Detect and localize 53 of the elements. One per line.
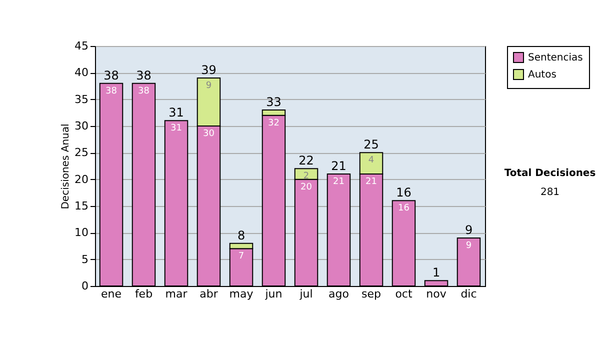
x-tick-label: sep [362,288,382,300]
y-tick-label: 5 [82,252,88,266]
data-label: 30 [203,129,215,139]
text: Total Decisiones [503,168,597,179]
total-label: 33 [266,95,282,109]
legend-label: Sentencias [528,52,583,64]
total-label: 25 [364,138,379,152]
y-tick-label: 10 [74,226,88,240]
y-tick-label: 45 [74,40,88,52]
y-tick-label: 0 [82,280,88,292]
data-label: 21 [366,177,377,187]
x-tick-label: mar [165,288,188,300]
x-tick-label: jun [264,288,282,300]
total-label: 8 [237,228,246,242]
data-label: 16 [398,204,410,214]
total-label: 39 [201,63,216,77]
data-label: 9 [466,241,472,251]
data-label: 7 [238,252,244,262]
x-tick-label: feb [134,288,153,300]
total-label: 22 [298,154,314,168]
x-tick-label: oct [395,288,413,300]
total-label: 38 [136,68,152,82]
y-axis-title: Decisiones Anual [60,124,72,210]
data-label: 38 [106,86,118,96]
x-tick-label: nov [426,288,447,300]
x-tick-label: abr [200,288,218,300]
data-label: 32 [268,118,280,128]
y-tick-label: 30 [74,120,88,132]
x-tick-label: ago [328,288,350,300]
x-tick-label: may [229,288,254,300]
total-label: 31 [168,106,184,120]
data-label: 2 [303,172,310,182]
data-label: 38 [138,86,150,96]
total-label: 1 [432,266,440,280]
data-label: 31 [170,124,182,134]
total-label: 21 [331,159,346,173]
legend-label: Autos [528,70,556,80]
total-label: 16 [396,186,412,200]
y-tick-label: 25 [74,146,88,160]
y-tick-label: 20 [74,172,88,186]
y-tick-label: 40 [74,66,88,80]
data-label: 20 [300,182,312,192]
y-tick-label: 35 [74,92,88,106]
x-tick-label: ene [100,288,122,300]
total-label: 38 [104,68,119,82]
x-tick-label: jul [298,288,313,300]
x-tick-label: dic [460,288,477,300]
total-label: 9 [464,223,473,237]
text: 281 [539,187,561,198]
y-tick-label: 15 [74,200,88,212]
data-label: 4 [368,156,374,166]
data-label: 9 [206,81,212,91]
data-label: 21 [333,177,344,187]
